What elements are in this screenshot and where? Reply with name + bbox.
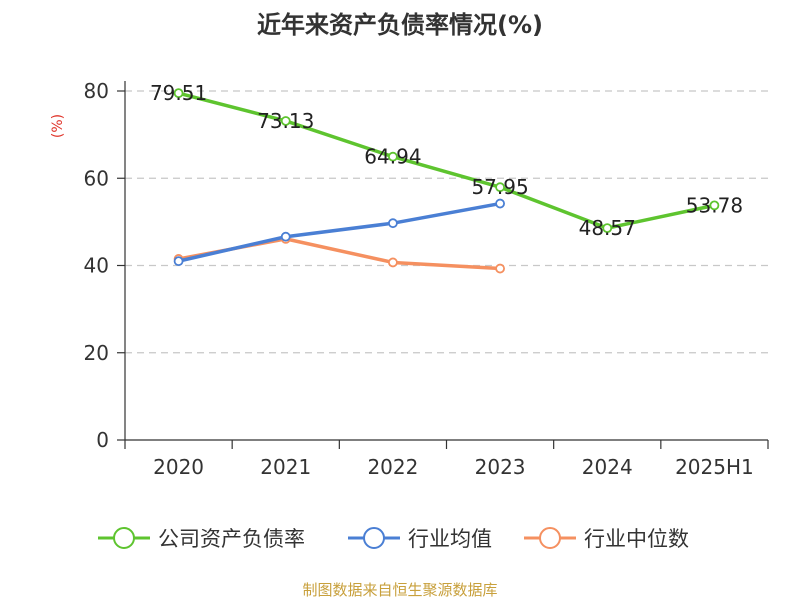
- data-label: 79.51: [150, 81, 207, 105]
- x-tick-label: 2023: [475, 455, 526, 479]
- data-point: [388, 257, 398, 268]
- data-label: 73.13: [257, 109, 314, 133]
- x-tick-label: 2025H1: [675, 455, 754, 479]
- data-label: 48.57: [579, 216, 636, 240]
- data-point: [388, 151, 398, 162]
- data-point: [495, 198, 505, 209]
- data-point: [495, 182, 505, 193]
- x-tick-label: 2020: [153, 455, 204, 479]
- data-point: [173, 256, 184, 267]
- data-point: [388, 218, 398, 229]
- legend-marker: [539, 527, 561, 549]
- y-tick-label: 60: [84, 166, 109, 190]
- legend-marker: [363, 527, 385, 549]
- x-tick-label: 2021: [260, 455, 311, 479]
- data-point: [280, 231, 291, 242]
- tick-labels: 0 20 40 60 80 2020 2021 2022 2023 2024 2025H1: [84, 79, 754, 479]
- data-point: [709, 200, 720, 211]
- y-axis-unit: (%): [50, 114, 66, 138]
- series-group: [173, 88, 720, 274]
- series-line: [178, 201, 501, 263]
- data-label: 53.78: [686, 193, 743, 217]
- legend-marker: [113, 527, 135, 549]
- source-note: 制图数据来自恒生聚源数据库: [302, 581, 497, 599]
- chart-title: 近年来资产负债率情况(%): [257, 11, 543, 39]
- y-tick-label: 20: [84, 341, 109, 365]
- x-tick-label: 2024: [582, 455, 633, 479]
- legend: 公司资产负债率 行业均值 行业中位数: [98, 527, 689, 551]
- x-tick-label: 2022: [367, 455, 418, 479]
- data-labels: 79.51 73.13 64.94 57.95 48.57 53.78: [150, 81, 743, 240]
- grid-lines: [125, 90, 768, 354]
- y-tick-label: 0: [96, 428, 109, 452]
- y-tick-label: 80: [84, 79, 109, 103]
- y-tick-label: 40: [84, 254, 109, 278]
- data-label: 57.95: [471, 175, 528, 199]
- axes: [117, 81, 769, 449]
- series-line: [178, 91, 715, 230]
- data-point: [173, 88, 184, 99]
- legend-label: 行业中位数: [584, 527, 689, 551]
- series-line: [178, 237, 501, 271]
- data-point: [280, 116, 291, 126]
- legend-label: 行业均值: [408, 527, 492, 551]
- legend-label: 公司资产负债率: [158, 527, 305, 551]
- data-label: 64.94: [364, 145, 421, 169]
- data-point: [495, 263, 505, 274]
- data-point: [602, 223, 613, 234]
